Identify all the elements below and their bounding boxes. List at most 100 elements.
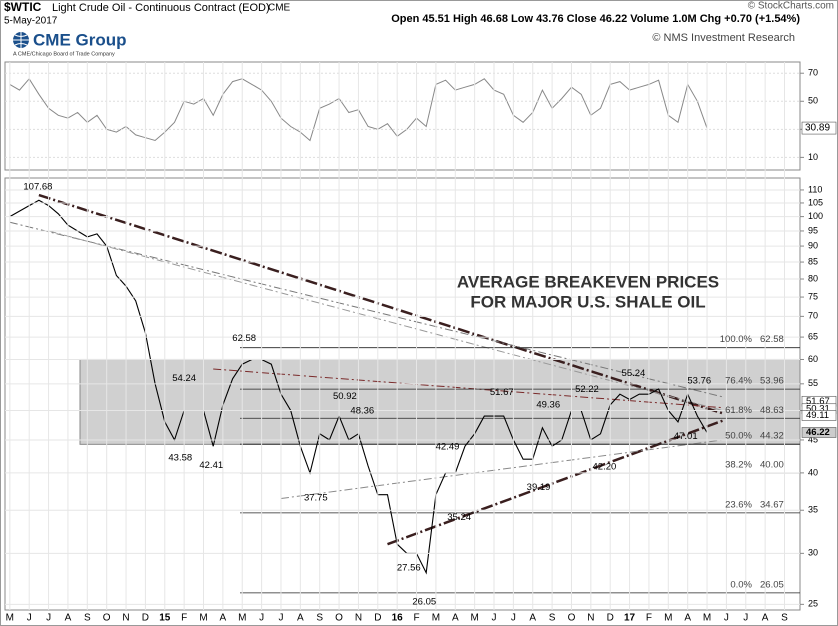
price-annotation: 39.19	[527, 482, 551, 493]
fib-value: 62.58	[760, 334, 784, 345]
price-annotation: 51.67	[490, 387, 514, 398]
trendline	[213, 368, 723, 409]
x-tick-label: F	[413, 613, 419, 624]
fib-pct: 61.8%	[725, 405, 752, 416]
fib-pct: 100.0%	[720, 334, 753, 345]
price-annotation: 52.22	[575, 384, 599, 395]
price-annotation: 42.41	[199, 460, 223, 471]
y-tick-label: 95	[808, 225, 818, 235]
x-tick-label: N	[122, 613, 129, 624]
credit: © NMS Investment Research	[652, 32, 795, 44]
x-tick-label: M	[470, 613, 478, 624]
fib-pct: 23.6%	[725, 499, 752, 510]
y-tick-label: 80	[808, 273, 818, 283]
x-tick-label: D	[142, 613, 149, 624]
fib-value: 26.05	[760, 579, 784, 590]
x-tick-label: A	[297, 613, 304, 624]
last-value-label: 51.67	[806, 396, 830, 407]
breakeven-band	[79, 358, 800, 445]
x-tick-label: A	[762, 613, 769, 624]
x-tick-label: J	[259, 613, 264, 624]
x-tick-label: J	[743, 613, 748, 624]
logo-text: CME Group	[33, 30, 127, 49]
last-value-label: 46.22	[806, 427, 830, 438]
price-annotation: 47.01	[674, 431, 698, 442]
x-tick-label: N	[355, 613, 362, 624]
last-value-box	[801, 410, 837, 421]
price-annotation: 26.05	[412, 596, 436, 607]
y-tick-label: 50	[808, 96, 818, 106]
price-annotation: 107.68	[23, 181, 52, 192]
price-annotation: 53.76	[687, 376, 711, 387]
x-tick-label: N	[587, 613, 594, 624]
y-tick-label: 55	[808, 378, 818, 388]
chart-title: FOR MAJOR U.S. SHALE OIL	[470, 292, 705, 311]
x-tick-label: F	[646, 613, 652, 624]
trendline	[9, 221, 723, 398]
price-annotation: 54.24	[172, 373, 196, 384]
date: 5-May-2017	[4, 16, 58, 27]
y-tick-label: 35	[808, 505, 818, 515]
x-tick-label: M	[6, 613, 14, 624]
x-tick-label: 17	[624, 613, 636, 624]
y-tick-label: 10	[808, 152, 818, 162]
price-annotation: 42.49	[436, 442, 460, 453]
fib-value: 53.96	[760, 376, 784, 387]
x-tick-label: J	[278, 613, 283, 624]
y-tick-label: 110	[808, 184, 822, 194]
x-tick-label: A	[684, 613, 691, 624]
x-tick-label: A	[452, 613, 459, 624]
x-tick-label: O	[103, 613, 111, 624]
panel-frame	[4, 61, 801, 171]
fib-pct: 76.4%	[725, 376, 752, 387]
logo-lines	[13, 32, 29, 48]
x-tick-label: M	[238, 613, 246, 624]
last-value-box	[801, 121, 837, 135]
y-tick-label: 90	[808, 240, 818, 250]
x-tick-label: D	[607, 613, 614, 624]
x-tick-label: 15	[159, 613, 171, 624]
y-tick-label: 30	[808, 548, 818, 558]
price-annotation: 27.56	[397, 563, 421, 574]
x-tick-label: J	[46, 613, 51, 624]
y-tick-label: 60	[808, 354, 818, 364]
x-tick-label: S	[84, 613, 91, 624]
x-tick-label: F	[181, 613, 187, 624]
x-tick-label: J	[27, 613, 32, 624]
price-annotation: 42.20	[593, 461, 617, 472]
exchange: CME	[268, 3, 291, 14]
price-annotation: 62.58	[232, 333, 256, 344]
logo-subtitle: A CME/Chicago Board of Trade Company	[13, 51, 115, 57]
y-tick-label: 105	[808, 197, 823, 207]
fib-value: 44.32	[760, 431, 784, 442]
x-tick-label: J	[724, 613, 729, 624]
y-tick-label: 65	[808, 331, 818, 341]
logo: CME Group A CME/Chicago Board of Trade C…	[13, 30, 127, 57]
quote: Open 45.51 High 46.68 Low 43.76 Close 46…	[391, 13, 800, 25]
x-tick-label: M	[664, 613, 672, 624]
price-annotation: 43.58	[168, 452, 192, 463]
fib-pct: 50.0%	[725, 431, 752, 442]
x-tick-label: 16	[392, 613, 404, 624]
price-annotation: 35.24	[447, 512, 471, 523]
x-tick-label: M	[703, 613, 711, 624]
y-tick-label: 45	[808, 434, 818, 444]
fib-pct: 38.2%	[725, 459, 752, 470]
chart-title: AVERAGE BREAKEVEN PRICES	[457, 272, 719, 291]
last-value-box	[801, 427, 837, 438]
x-tick-label: S	[549, 613, 556, 624]
fib-value: 34.67	[760, 499, 784, 510]
x-tick-label: A	[220, 613, 227, 624]
fib-value: 40.00	[760, 459, 784, 470]
x-tick-label: O	[335, 613, 343, 624]
last-value-label: 50.31	[806, 403, 830, 414]
symbol: $WTIC	[4, 0, 42, 14]
y-tick-label: 100	[808, 211, 823, 221]
y-tick-label: 75	[808, 291, 818, 301]
price-annotation: 48.36	[350, 405, 374, 416]
x-tick-label: J	[492, 613, 497, 624]
y-tick-label: 70	[808, 311, 818, 321]
x-tick-label: J	[511, 613, 516, 624]
